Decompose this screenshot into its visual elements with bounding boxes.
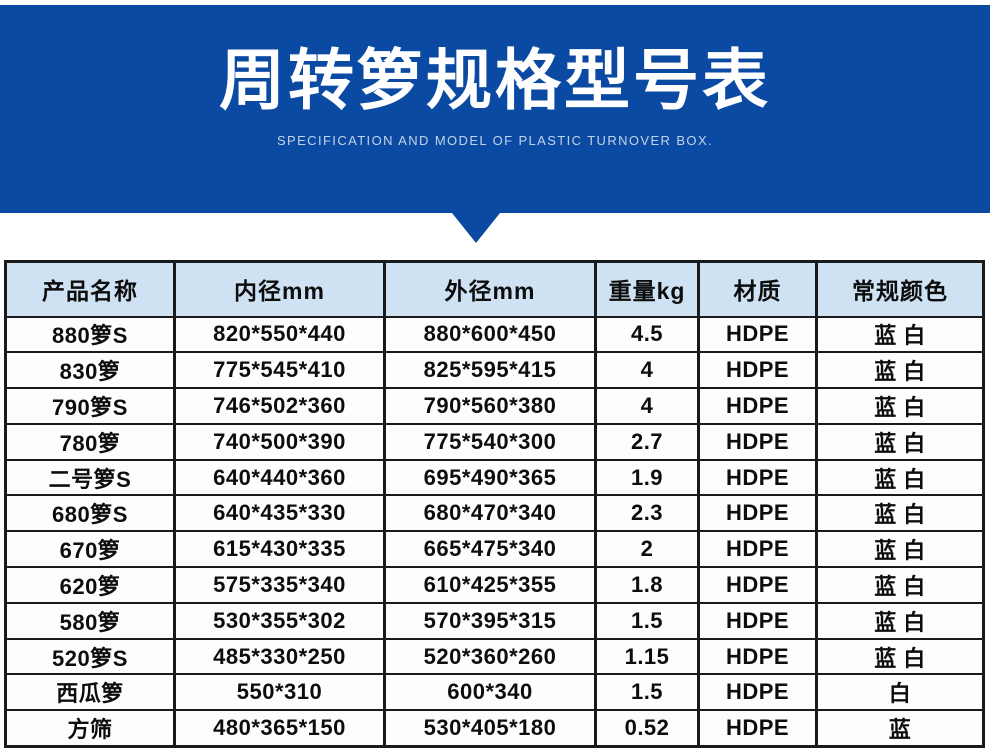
cell-color: 蓝 白 — [815, 315, 985, 354]
cell-inner-size-mm: 550*310 — [173, 673, 386, 712]
cell-color: 白 — [815, 673, 985, 712]
cell-product-name: 880箩S — [4, 315, 176, 354]
cell-outer-size-mm: 775*540*300 — [383, 422, 597, 461]
cell-product-name: 680箩S — [4, 494, 176, 533]
table-row: 西瓜箩 550*310 600*340 1.5 HDPE 白 — [4, 673, 985, 712]
cell-inner-size-mm: 775*545*410 — [173, 351, 386, 390]
cell-outer-size-mm: 880*600*450 — [383, 315, 597, 354]
table-row: 790箩S 746*502*360 790*560*380 4 HDPE 蓝 白 — [4, 387, 985, 425]
cell-color: 蓝 白 — [815, 566, 985, 604]
table-row: 680箩S 640*435*330 680*470*340 2.3 HDPE 蓝 白 — [4, 494, 985, 533]
cell-material: HDPE — [697, 637, 818, 676]
cell-product-name: 西瓜箩 — [4, 673, 176, 712]
spec-table-body: 880箩S 820*550*440 880*600*450 4.5 HDPE 蓝 白 830… — [4, 315, 985, 748]
cell-weight-kg: 1.9 — [594, 458, 700, 497]
cell-color: 蓝 白 — [815, 494, 985, 533]
cell-material: HDPE — [697, 458, 818, 497]
column-header-weight: 重量kg — [594, 260, 700, 318]
column-header-outer-size: 外径mm — [383, 260, 597, 318]
cell-product-name: 830箩 — [4, 351, 176, 390]
cell-inner-size-mm: 640*440*360 — [173, 458, 386, 497]
cell-inner-size-mm: 820*550*440 — [173, 315, 386, 354]
cell-outer-size-mm: 695*490*365 — [383, 458, 597, 497]
cell-weight-kg: 4 — [594, 387, 700, 425]
cell-outer-size-mm: 665*475*340 — [383, 530, 597, 569]
cell-material: HDPE — [697, 673, 818, 712]
cell-weight-kg: 2.3 — [594, 494, 700, 533]
cell-color: 蓝 白 — [815, 351, 985, 390]
cell-product-name: 790箩S — [4, 387, 176, 425]
cell-product-name: 620箩 — [4, 566, 176, 604]
table-row: 二号箩S 640*440*360 695*490*365 1.9 HDPE 蓝 白 — [4, 458, 985, 497]
cell-color: 蓝 白 — [815, 601, 985, 640]
table-row: 620箩 575*335*340 610*425*355 1.8 HDPE 蓝 白 — [4, 566, 985, 604]
cell-material: HDPE — [697, 351, 818, 390]
table-row: 520箩S 485*330*250 520*360*260 1.15 HDPE 蓝 白 — [4, 637, 985, 676]
cell-inner-size-mm: 575*335*340 — [173, 566, 386, 604]
cell-outer-size-mm: 600*340 — [383, 673, 597, 712]
table-row: 580箩 530*355*302 570*395*315 1.5 HDPE 蓝 白 — [4, 601, 985, 640]
column-header-inner-size: 内径mm — [173, 260, 386, 318]
cell-product-name: 方筛 — [4, 709, 176, 748]
cell-material: HDPE — [697, 494, 818, 533]
page-subtitle: SPECIFICATION AND MODEL OF PLASTIC TURNO… — [276, 132, 714, 148]
cell-material: HDPE — [697, 422, 818, 461]
cell-weight-kg: 2.7 — [594, 422, 700, 461]
cell-outer-size-mm: 610*425*355 — [383, 566, 597, 604]
cell-color: 蓝 — [815, 709, 985, 748]
cell-inner-size-mm: 485*330*250 — [173, 637, 386, 676]
table-row: 方筛 480*365*150 530*405*180 0.52 HDPE 蓝 — [4, 709, 985, 748]
cell-material: HDPE — [697, 566, 818, 604]
cell-inner-size-mm: 480*365*150 — [173, 709, 386, 748]
cell-material: HDPE — [697, 709, 818, 748]
cell-inner-size-mm: 740*500*390 — [173, 422, 386, 461]
cell-outer-size-mm: 790*560*380 — [383, 387, 597, 425]
cell-inner-size-mm: 746*502*360 — [173, 387, 386, 425]
cell-outer-size-mm: 520*360*260 — [383, 637, 597, 676]
table-row: 780箩 740*500*390 775*540*300 2.7 HDPE 蓝 白 — [4, 422, 985, 461]
spec-table: 产品名称 内径mm 外径mm 重量kg 材质 常规颜色 880箩S 820*550… — [4, 260, 985, 748]
banner-pointer-triangle-icon — [452, 213, 500, 243]
column-header-product-name: 产品名称 — [4, 260, 176, 318]
cell-color: 蓝 白 — [815, 387, 985, 425]
cell-color: 蓝 白 — [815, 637, 985, 676]
header-banner: 周转箩规格型号表 SPECIFICATION AND MODEL OF PLAS… — [0, 5, 990, 213]
cell-weight-kg: 4.5 — [594, 315, 700, 354]
cell-product-name: 520箩S — [4, 637, 176, 676]
column-header-material: 材质 — [697, 260, 818, 318]
cell-product-name: 780箩 — [4, 422, 176, 461]
cell-weight-kg: 0.52 — [594, 709, 700, 748]
cell-product-name: 670箩 — [4, 530, 176, 569]
cell-color: 蓝 白 — [815, 458, 985, 497]
cell-inner-size-mm: 615*430*335 — [173, 530, 386, 569]
cell-material: HDPE — [697, 387, 818, 425]
cell-inner-size-mm: 640*435*330 — [173, 494, 386, 533]
cell-color: 蓝 白 — [815, 422, 985, 461]
cell-material: HDPE — [697, 315, 818, 354]
cell-weight-kg: 2 — [594, 530, 700, 569]
cell-weight-kg: 1.15 — [594, 637, 700, 676]
cell-material: HDPE — [697, 530, 818, 569]
table-row: 880箩S 820*550*440 880*600*450 4.5 HDPE 蓝 白 — [4, 315, 985, 354]
cell-outer-size-mm: 825*595*415 — [383, 351, 597, 390]
cell-product-name: 二号箩S — [4, 458, 176, 497]
cell-weight-kg: 1.5 — [594, 601, 700, 640]
cell-weight-kg: 1.8 — [594, 566, 700, 604]
cell-outer-size-mm: 530*405*180 — [383, 709, 597, 748]
spec-table-header: 产品名称 内径mm 外径mm 重量kg 材质 常规颜色 — [4, 260, 985, 318]
header-row: 产品名称 内径mm 外径mm 重量kg 材质 常规颜色 — [4, 260, 985, 318]
cell-color: 蓝 白 — [815, 530, 985, 569]
cell-product-name: 580箩 — [4, 601, 176, 640]
cell-outer-size-mm: 680*470*340 — [383, 494, 597, 533]
column-header-color: 常规颜色 — [815, 260, 985, 318]
cell-material: HDPE — [697, 601, 818, 640]
cell-weight-kg: 1.5 — [594, 673, 700, 712]
table-row: 670箩 615*430*335 665*475*340 2 HDPE 蓝 白 — [4, 530, 985, 569]
cell-weight-kg: 4 — [594, 351, 700, 390]
table-row: 830箩 775*545*410 825*595*415 4 HDPE 蓝 白 — [4, 351, 985, 390]
cell-outer-size-mm: 570*395*315 — [383, 601, 597, 640]
page-title: 周转箩规格型号表 — [219, 43, 771, 117]
cell-inner-size-mm: 530*355*302 — [173, 601, 386, 640]
